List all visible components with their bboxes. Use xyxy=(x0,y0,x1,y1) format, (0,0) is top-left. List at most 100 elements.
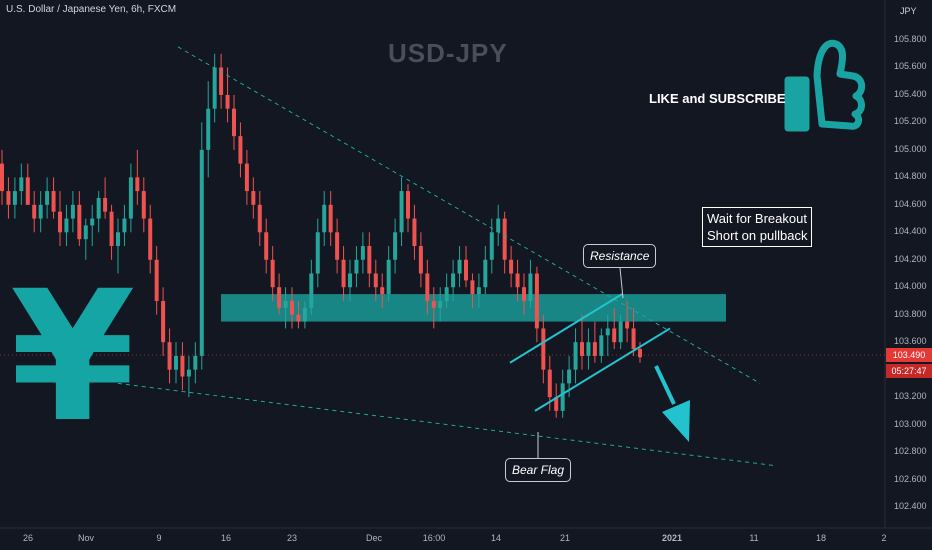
candle-body xyxy=(212,67,217,109)
time-tick-label: 16:00 xyxy=(422,533,446,543)
candle-body xyxy=(431,300,436,308)
candle-body xyxy=(586,342,591,356)
candle-body xyxy=(496,218,501,233)
candle-body xyxy=(612,328,617,343)
candle-body xyxy=(631,328,636,350)
price-tick-label: 104.800 xyxy=(894,171,927,182)
candle-body xyxy=(96,197,101,219)
candle-body xyxy=(51,191,56,212)
candle-body xyxy=(6,191,11,205)
candle-body xyxy=(122,218,127,233)
candle-body xyxy=(167,342,172,370)
candle-body xyxy=(0,163,4,192)
price-tick-label: 105.600 xyxy=(894,61,927,72)
candle-body xyxy=(244,163,249,192)
candle-body xyxy=(386,259,391,295)
candle-body xyxy=(522,287,526,301)
candle-body xyxy=(554,397,559,411)
candle-body xyxy=(354,259,359,274)
candle-body xyxy=(560,383,565,411)
price-tick-label: 103.200 xyxy=(894,391,927,402)
price-tick-label: 104.400 xyxy=(894,226,927,237)
candle-body xyxy=(199,149,204,356)
time-tick-label: 16 xyxy=(220,533,231,543)
trendline-lower-dashed xyxy=(117,382,777,467)
price-tick-label: 103.600 xyxy=(894,336,927,347)
candle-body xyxy=(83,225,88,240)
candle-body xyxy=(238,136,243,164)
candle-body xyxy=(251,191,256,205)
price-axis-currency: JPY xyxy=(900,6,917,16)
candle-body xyxy=(541,328,546,370)
candle-body xyxy=(328,204,333,233)
candle-body xyxy=(605,328,610,336)
candle-body xyxy=(335,232,340,260)
candle-body xyxy=(19,177,24,192)
bearish-arrow-head xyxy=(662,400,690,442)
candle-body xyxy=(174,355,178,370)
countdown-tag: 05:27:47 xyxy=(886,364,932,378)
candle-body xyxy=(135,177,140,192)
resistance-callout: Resistance xyxy=(583,244,657,268)
price-tick-label: 105.800 xyxy=(894,34,927,44)
candle-body xyxy=(412,218,417,247)
candle-body xyxy=(618,321,623,343)
thumbs-up-icon xyxy=(784,39,866,132)
candle-body xyxy=(70,204,75,219)
price-tick-label: 104.600 xyxy=(894,198,927,209)
candle-body xyxy=(225,94,230,109)
candle-body xyxy=(489,232,494,260)
candle-body xyxy=(625,321,630,329)
candle-body xyxy=(502,218,507,260)
candle-body xyxy=(451,273,456,288)
candle-body xyxy=(290,300,294,315)
candle-body xyxy=(161,300,166,343)
candle-body xyxy=(116,232,120,247)
candle-body xyxy=(219,67,224,95)
price-tick-label: 103.000 xyxy=(894,418,927,429)
candle-body xyxy=(348,273,352,288)
candle-body xyxy=(38,204,43,219)
last-price-tag: 103.490 xyxy=(886,348,932,362)
yen-symbol-icon: ¥ xyxy=(10,253,136,462)
candle-body xyxy=(425,273,430,301)
trendlines-layer xyxy=(117,46,777,467)
candle-body xyxy=(315,232,320,274)
time-tick-label: 2 xyxy=(881,533,887,543)
bear-flag-callout: Bear Flag xyxy=(505,458,572,482)
candle-body xyxy=(476,287,481,295)
candle-body xyxy=(399,191,404,233)
candle-body xyxy=(232,108,236,137)
candle-body xyxy=(418,246,423,274)
candle-body xyxy=(58,211,62,233)
price-tick-label: 102.800 xyxy=(894,446,927,457)
candle-body xyxy=(373,273,378,288)
time-tick-label: 2021 xyxy=(661,533,683,543)
candle-body xyxy=(547,369,552,398)
strategy-note: Wait for Breakout Short on pullback xyxy=(702,207,813,247)
trendline-channel-bottom xyxy=(534,327,671,412)
price-tick-label: 104.200 xyxy=(894,253,927,264)
candle-body xyxy=(592,342,597,356)
time-tick-label: 23 xyxy=(286,533,297,543)
candle-body xyxy=(128,177,133,219)
candle-body xyxy=(534,273,539,329)
strategy-line-1: Wait for Breakout xyxy=(707,211,807,226)
price-tick-label: 102.400 xyxy=(894,501,927,511)
candle-body xyxy=(393,232,398,260)
candles-layer xyxy=(0,53,642,418)
candle-body xyxy=(206,108,211,150)
time-tick-label: 18 xyxy=(815,533,826,543)
candle-body xyxy=(283,300,288,308)
candle-body xyxy=(154,259,159,301)
candle-body xyxy=(528,273,533,301)
candle-body xyxy=(380,287,385,295)
candle-body xyxy=(148,218,153,260)
candle-body xyxy=(341,259,346,288)
candle-body xyxy=(638,349,642,358)
candle-body xyxy=(302,307,307,322)
candle-body xyxy=(444,287,449,301)
candle-body xyxy=(193,355,198,370)
candle-body xyxy=(367,246,372,274)
